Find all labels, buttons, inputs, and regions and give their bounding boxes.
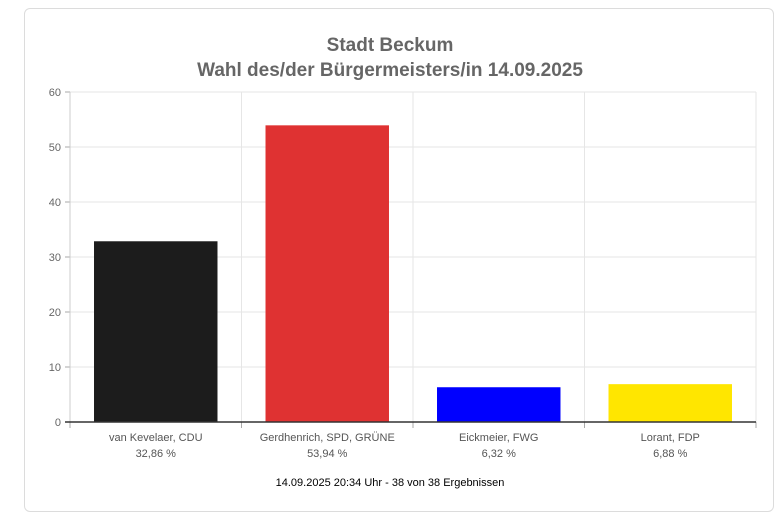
y-tick-label: 30 — [49, 252, 61, 264]
y-tick-label: 40 — [49, 197, 61, 209]
y-tick-label: 20 — [49, 307, 61, 319]
value-label: 32,86 % — [136, 448, 177, 460]
value-label: 53,94 % — [307, 448, 348, 460]
y-tick-label: 60 — [49, 87, 61, 99]
value-label: 6,88 % — [653, 448, 687, 460]
category-label: Lorant, FDP — [641, 432, 700, 444]
chart-title: Stadt Beckum — [326, 35, 454, 56]
bar-1 — [94, 241, 218, 422]
y-tick-label: 0 — [55, 417, 61, 429]
bar-3 — [437, 387, 561, 422]
bar-2 — [265, 125, 389, 422]
value-label: 6,32 % — [482, 448, 516, 460]
bar-4 — [608, 384, 732, 422]
category-label: Gerdhenrich, SPD, GRÜNE — [260, 432, 395, 444]
results-footer: 14.09.2025 20:34 Uhr - 38 von 38 Ergebni… — [275, 477, 505, 489]
y-tick-label: 10 — [49, 362, 61, 374]
category-label: Eickmeier, FWG — [459, 432, 538, 444]
category-label: van Kevelaer, CDU — [109, 432, 203, 444]
y-tick-label: 50 — [49, 142, 61, 154]
chart-subtitle: Wahl des/der Bürgermeisters/in 14.09.202… — [197, 60, 583, 81]
